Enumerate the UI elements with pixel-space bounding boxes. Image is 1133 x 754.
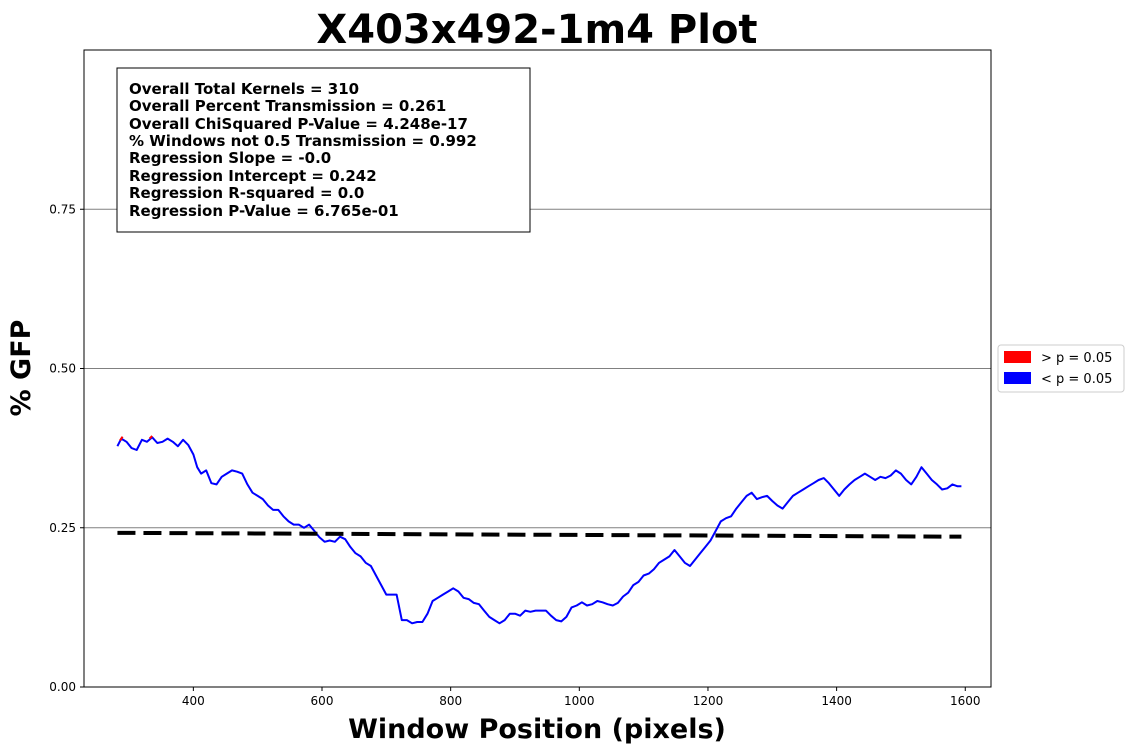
- series-line-2: [148, 435, 153, 440]
- stats-box: Overall Total Kernels = 310 Overall Perc…: [116, 67, 531, 233]
- y-tick-label-0: 0.00: [49, 680, 76, 694]
- stats-regression-slope: Regression Slope = -0.0: [129, 149, 331, 167]
- x-tick-label-4: 1200: [693, 694, 724, 708]
- stats-regression-intercept: Regression Intercept = 0.242: [129, 167, 377, 185]
- y-tick-label-3: 0.75: [49, 202, 76, 216]
- x-tick-label-6: 1600: [950, 694, 981, 708]
- stats-total-kernels: Overall Total Kernels = 310: [129, 80, 359, 98]
- data-series: [116, 435, 962, 625]
- legend-label-not-significant: > p = 0.05: [1041, 351, 1112, 366]
- x-tick-label-3: 1000: [564, 694, 595, 708]
- x-tick-label-1: 600: [311, 694, 334, 708]
- series-line-0: [116, 436, 962, 625]
- stats-regression-rsquared: Regression R-squared = 0.0: [129, 184, 364, 202]
- x-axis-label: Window Position (pixels): [348, 714, 726, 745]
- stats-chisquared-pvalue: Overall ChiSquared P-Value = 4.248e-17: [129, 115, 468, 133]
- stats-percent-transmission: Overall Percent Transmission = 0.261: [129, 97, 446, 115]
- legend: > p = 0.05 < p = 0.05: [997, 344, 1125, 393]
- x-tick-label-0: 400: [182, 694, 205, 708]
- stats-box-frame: [116, 67, 531, 233]
- y-tick-label-2: 0.50: [49, 362, 76, 376]
- regression-layer: [117, 530, 962, 539]
- y-tick-label-1: 0.25: [49, 521, 76, 535]
- regression-line: [117, 530, 962, 539]
- legend-swatch-significant: [1004, 372, 1031, 384]
- stats-windows-not-half: % Windows not 0.5 Transmission = 0.992: [129, 132, 477, 150]
- legend-label-significant: < p = 0.05: [1041, 372, 1112, 387]
- y-axis-ticks: 0.00 0.25 0.50 0.75: [49, 202, 84, 694]
- y-axis-label: % GFP: [6, 320, 37, 417]
- legend-swatch-not-significant: [1004, 351, 1031, 363]
- x-axis-ticks: 400 600 800 1000 1200 1400 1600: [182, 687, 981, 708]
- series-line-1: [119, 436, 124, 442]
- chart-title: X403x492-1m4 Plot: [316, 7, 757, 53]
- x-tick-label-5: 1400: [821, 694, 852, 708]
- stats-regression-pvalue: Regression P-Value = 6.765e-01: [129, 202, 399, 220]
- x-tick-label-2: 800: [439, 694, 462, 708]
